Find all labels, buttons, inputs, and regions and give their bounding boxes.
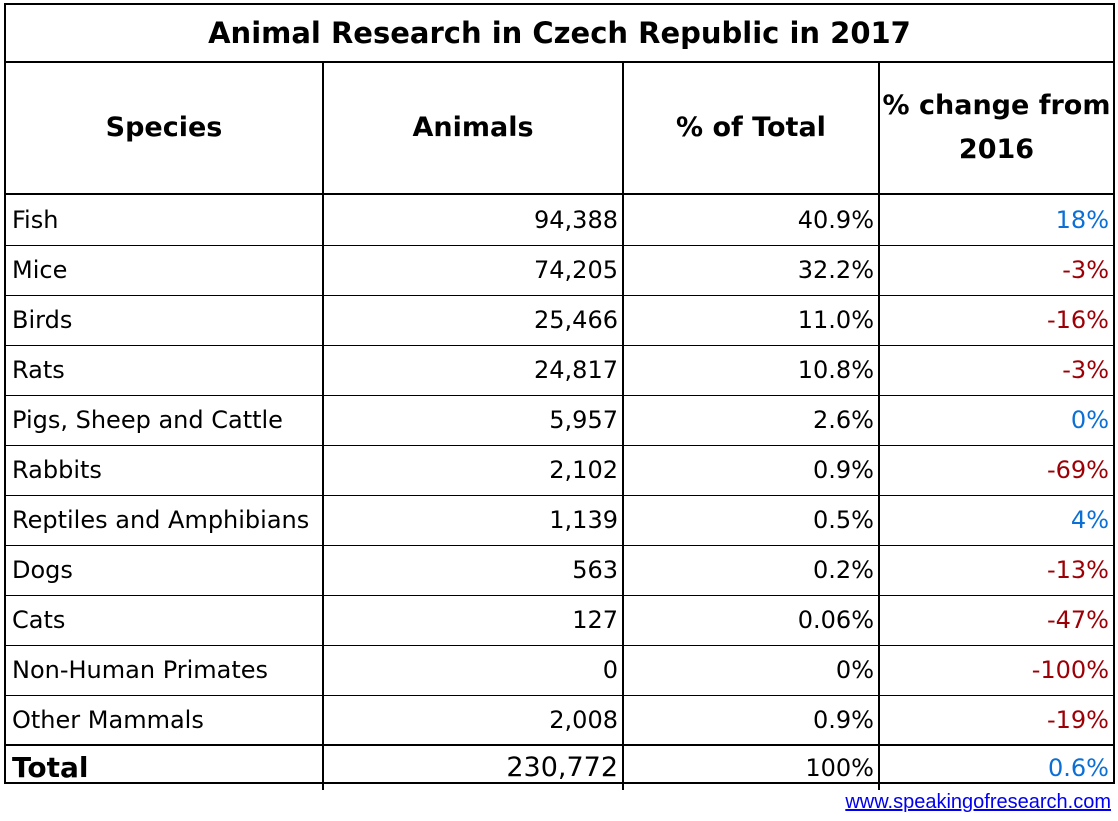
- animals-cell: 563: [324, 545, 624, 595]
- table-row: Reptiles and Amphibians 1,139 0.5% 4%: [6, 495, 1113, 546]
- total-pct-change: 0.6%: [1048, 753, 1109, 782]
- animals-cell: 94,388: [324, 195, 624, 245]
- pct-total-cell: 0%: [624, 645, 880, 695]
- species-cell: Non-Human Primates: [6, 645, 324, 695]
- table-row: Dogs 563 0.2% -13%: [6, 545, 1113, 596]
- pct-change-cell: -47%: [1046, 606, 1109, 634]
- table-row: Non-Human Primates 0 0% -100%: [6, 645, 1113, 696]
- animals-cell: 127: [324, 595, 624, 645]
- species-cell: Dogs: [6, 545, 324, 595]
- species-cell: Rats: [6, 345, 324, 395]
- species-cell: Reptiles and Amphibians: [6, 495, 324, 545]
- total-pct-total: 100%: [624, 745, 880, 790]
- total-label: Total: [6, 745, 324, 790]
- table-row: Rats 24,817 10.8% -3%: [6, 345, 1113, 396]
- pct-total-cell: 0.2%: [624, 545, 880, 595]
- pct-change-cell: -16%: [1046, 306, 1109, 334]
- species-cell: Mice: [6, 245, 324, 295]
- header-pct-total: % of Total: [624, 63, 880, 193]
- pct-total-cell: 11.0%: [624, 295, 880, 345]
- pct-change-cell: -3%: [1062, 356, 1109, 384]
- table-row: Other Mammals 2,008 0.9% -19%: [6, 695, 1113, 746]
- table-row: Mice 74,205 32.2% -3%: [6, 245, 1113, 296]
- header-row: Species Animals % of Total % change from…: [6, 63, 1113, 195]
- animals-cell: 2,102: [324, 445, 624, 495]
- pct-total-cell: 10.8%: [624, 345, 880, 395]
- table-row: Cats 127 0.06% -47%: [6, 595, 1113, 646]
- species-cell: Fish: [6, 195, 324, 245]
- pct-change-cell: -13%: [1046, 556, 1109, 584]
- animals-cell: 25,466: [324, 295, 624, 345]
- animals-cell: 24,817: [324, 345, 624, 395]
- pct-total-cell: 40.9%: [624, 195, 880, 245]
- pct-change-cell: -19%: [1046, 706, 1109, 734]
- data-table: Animal Research in Czech Republic in 201…: [4, 3, 1115, 790]
- animals-cell: 2,008: [324, 695, 624, 745]
- total-row: Total 230,772 100% 0.6%: [6, 744, 1113, 790]
- table-row: Fish 94,388 40.9% 18%: [6, 195, 1113, 246]
- species-cell: Rabbits: [6, 445, 324, 495]
- animals-cell: 74,205: [324, 245, 624, 295]
- pct-change-cell: 18%: [1055, 206, 1109, 234]
- species-cell: Other Mammals: [6, 695, 324, 745]
- animals-cell: 5,957: [324, 395, 624, 445]
- animals-cell: 0: [324, 645, 624, 695]
- pct-change-cell: 4%: [1070, 506, 1109, 534]
- pct-total-cell: 0.06%: [624, 595, 880, 645]
- species-cell: Pigs, Sheep and Cattle: [6, 395, 324, 445]
- pct-total-cell: 0.9%: [624, 695, 880, 745]
- pct-change-cell: -69%: [1046, 456, 1109, 484]
- table-title: Animal Research in Czech Republic in 201…: [6, 5, 1113, 63]
- pct-total-cell: 32.2%: [624, 245, 880, 295]
- pct-total-cell: 0.5%: [624, 495, 880, 545]
- website-link[interactable]: www.speakingofresearch.com: [845, 791, 1111, 813]
- header-pct-change: % change from 2016: [882, 90, 1111, 165]
- table-row: Pigs, Sheep and Cattle 5,957 2.6% 0%: [6, 395, 1113, 446]
- animals-cell: 1,139: [324, 495, 624, 545]
- pct-change-cell: -3%: [1062, 256, 1109, 284]
- pct-change-cell: 0%: [1070, 406, 1109, 434]
- pct-total-cell: 2.6%: [624, 395, 880, 445]
- pct-change-cell: -100%: [1031, 656, 1109, 684]
- total-animals: 230,772: [324, 745, 624, 790]
- header-animals: Animals: [324, 63, 624, 193]
- header-species: Species: [6, 63, 324, 193]
- species-cell: Birds: [6, 295, 324, 345]
- species-cell: Cats: [6, 595, 324, 645]
- table-row: Birds 25,466 11.0% -16%: [6, 295, 1113, 346]
- pct-total-cell: 0.9%: [624, 445, 880, 495]
- table-row: Rabbits 2,102 0.9% -69%: [6, 445, 1113, 496]
